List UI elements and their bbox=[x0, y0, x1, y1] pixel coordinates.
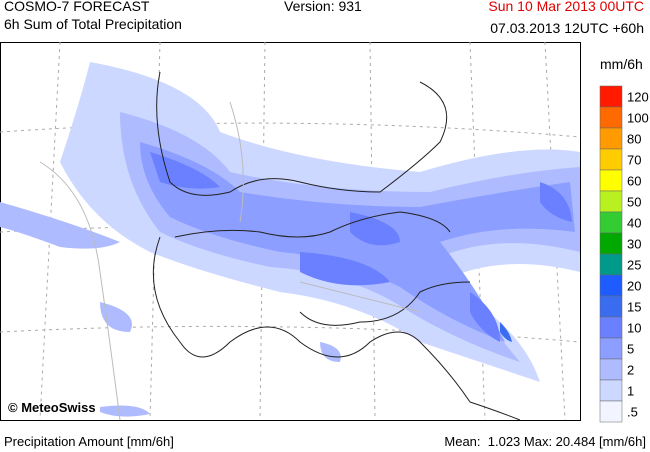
legend: 120 100 80 70 60 50 40 30 25 20 15 10 5 2 1 .5 bbox=[599, 85, 649, 423]
legend-unit: mm/6h bbox=[600, 56, 643, 72]
footer-quantity: Precipitation Amount [mm/6h] bbox=[4, 434, 174, 449]
legend-swatch bbox=[599, 85, 623, 108]
legend-swatch bbox=[599, 232, 623, 255]
legend-swatch bbox=[599, 274, 623, 297]
legend-swatch bbox=[599, 127, 623, 150]
legend-swatch bbox=[599, 253, 623, 276]
legend-label: 1 bbox=[627, 384, 634, 399]
map bbox=[0, 42, 581, 421]
legend-swatch bbox=[599, 190, 623, 213]
legend-swatch bbox=[599, 106, 623, 129]
legend-label: 40 bbox=[627, 216, 641, 231]
legend-label: 5 bbox=[627, 342, 634, 357]
title: COSMO-7 FORECAST bbox=[4, 0, 150, 14]
legend-label: 70 bbox=[627, 153, 641, 168]
copyright: © MeteoSwiss bbox=[8, 400, 96, 415]
version: Version: 931 bbox=[284, 0, 362, 14]
legend-swatch bbox=[599, 169, 623, 192]
legend-swatch bbox=[599, 337, 623, 360]
legend-swatch bbox=[599, 295, 623, 318]
legend-swatch bbox=[599, 400, 623, 423]
valid-time: Sun 10 Mar 2013 00UTC bbox=[488, 0, 644, 14]
run-time: 07.03.2013 12UTC +60h bbox=[490, 20, 644, 36]
legend-label: .5 bbox=[627, 405, 638, 420]
legend-label: 50 bbox=[627, 195, 641, 210]
legend-label: 100 bbox=[627, 111, 649, 126]
footer-stats: Mean: 1.023 Max: 20.484 [mm/6h] bbox=[444, 434, 646, 449]
legend-label: 30 bbox=[627, 237, 641, 252]
legend-label: 120 bbox=[627, 90, 649, 105]
legend-label: 20 bbox=[627, 279, 641, 294]
legend-swatch bbox=[599, 316, 623, 339]
legend-label: 60 bbox=[627, 174, 641, 189]
legend-label: 10 bbox=[627, 321, 641, 336]
legend-swatch bbox=[599, 211, 623, 234]
legend-label: 2 bbox=[627, 363, 634, 378]
legend-swatch bbox=[599, 148, 623, 171]
legend-label: 80 bbox=[627, 132, 641, 147]
borders bbox=[152, 71, 521, 421]
rivers bbox=[39, 101, 421, 421]
legend-swatch bbox=[599, 379, 623, 402]
subtitle: 6h Sum of Total Precipitation bbox=[4, 16, 182, 32]
legend-label: 25 bbox=[627, 258, 641, 273]
legend-swatch bbox=[599, 358, 623, 381]
precipitation bbox=[0, 62, 580, 417]
legend-label: 15 bbox=[627, 300, 641, 315]
